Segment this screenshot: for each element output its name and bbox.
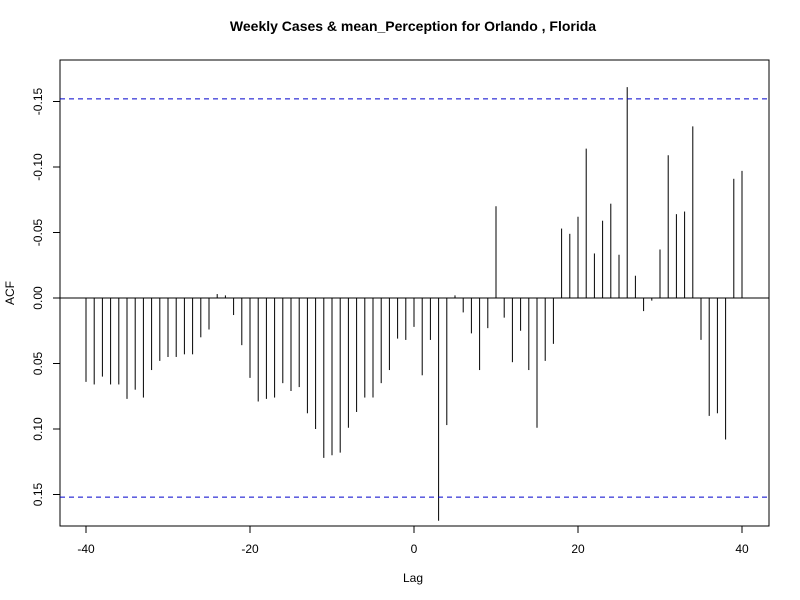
plot-frame <box>59 59 770 527</box>
x-tick-label: 20 <box>571 542 585 556</box>
x-tick-label: 40 <box>735 542 749 556</box>
y-tick-label: 0.00 <box>31 286 45 310</box>
x-tick-label: -40 <box>77 542 95 556</box>
y-tick-label: -0.15 <box>31 88 45 116</box>
y-axis: -0.15 -0.10 -0.05 0.00 0.05 0.10 0.15 <box>31 88 61 506</box>
y-tick-label: 0.05 <box>31 351 45 375</box>
y-axis-label: ACF <box>3 281 17 305</box>
acf-bars <box>85 87 743 521</box>
x-tick-label: 0 <box>411 542 418 556</box>
y-tick-label: -0.05 <box>31 219 45 247</box>
x-axis-label: Lag <box>403 571 423 585</box>
x-axis: -40 -20 0 20 40 <box>77 525 749 556</box>
y-tick-label: 0.10 <box>31 417 45 441</box>
confidence-bounds <box>60 98 769 498</box>
y-tick-label: 0.15 <box>31 482 45 506</box>
x-tick-label: -20 <box>241 542 259 556</box>
y-tick-label: -0.10 <box>31 153 45 181</box>
chart-title: Weekly Cases & mean_Perception for Orlan… <box>230 18 596 34</box>
